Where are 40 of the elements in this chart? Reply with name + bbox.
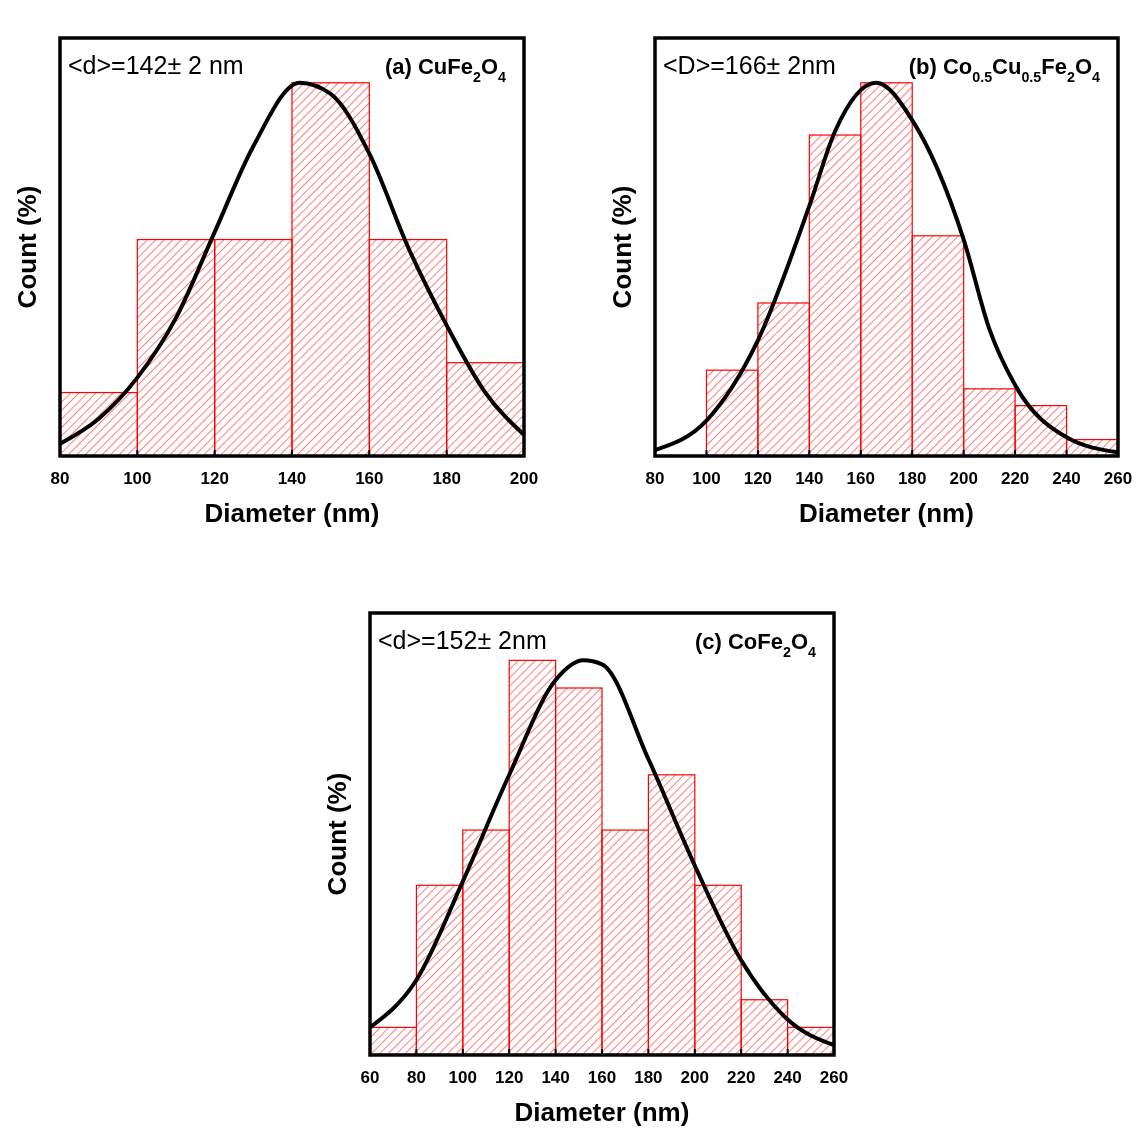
x-tick-label: 240	[773, 1068, 802, 1087]
y-axis-title: Count (%)	[607, 185, 637, 309]
y-axis-title: Count (%)	[322, 772, 352, 896]
x-tick-label: 140	[277, 469, 307, 488]
x-tick-label: 180	[634, 1068, 663, 1087]
x-tick-label: 100	[123, 469, 152, 488]
text: <d>=142± 2 nm	[68, 51, 244, 79]
x-axis-title: Diameter (nm)	[204, 498, 380, 528]
x-tick-label: 240	[1052, 469, 1081, 488]
x-tick-label: 260	[819, 1068, 849, 1087]
x-tick-label: 260	[1103, 469, 1133, 488]
x-tick-label: 80	[645, 469, 665, 488]
text: <D>=166± 2nm	[663, 51, 836, 79]
x-tick-label: 100	[692, 469, 721, 488]
y-axis-title: Count (%)	[12, 185, 42, 309]
x-tick-label: 140	[795, 469, 824, 488]
text: <d>=152± 2nm	[378, 626, 547, 654]
chart-title: (a) CuFe$_{2}$O$_{4}$	[384, 54, 507, 85]
x-tick-label: 80	[50, 469, 70, 488]
x-tick-label: 180	[898, 469, 927, 488]
x-tick-label: 160	[355, 469, 384, 488]
x-tick-label: 120	[743, 469, 773, 488]
x-tick-label: 220	[1000, 469, 1030, 488]
x-tick-label: 200	[509, 469, 539, 488]
x-tick-label: 160	[587, 1068, 617, 1087]
chart-title: (c) CoFe$_{2}$O$_{4}$	[694, 629, 817, 660]
x-tick-label: 200	[680, 1068, 709, 1087]
x-axis-title: Diameter (nm)	[799, 498, 974, 528]
x-tick-label: 100	[448, 1068, 477, 1087]
x-tick-label: 60	[360, 1068, 380, 1087]
x-tick-label: 160	[846, 469, 875, 488]
x-tick-label: 120	[200, 469, 229, 488]
x-axis-title: Diameter (nm)	[514, 1097, 690, 1127]
x-tick-label: 220	[727, 1068, 756, 1087]
x-tick-label: 140	[541, 1068, 570, 1087]
x-tick-label: 180	[432, 469, 461, 488]
x-tick-label: 80	[406, 1068, 426, 1087]
x-tick-label: 120	[495, 1068, 524, 1087]
x-tick-label: 200	[949, 469, 978, 488]
chart-title: (b) Co$_{0.5}$Cu$_{0.5}$Fe$_{2}$O$_{4}$	[908, 54, 1101, 85]
